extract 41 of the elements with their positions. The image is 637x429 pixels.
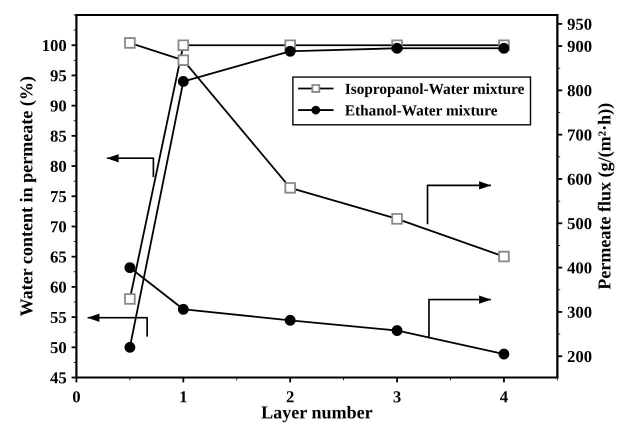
x-tick-label: 2 (286, 391, 294, 402)
y-axis-title: Water content in permeate (%) (20, 76, 36, 316)
y2-tick-label: 200 (568, 350, 592, 362)
point (392, 325, 402, 336)
point (498, 348, 510, 360)
point (392, 42, 402, 54)
y2-tick-label: 400 (567, 262, 592, 274)
y2-tick-label: 700 (568, 129, 592, 141)
point (284, 46, 296, 57)
y2-tick-label: 900 (568, 40, 592, 52)
legend-label: Isopropanol-Water mixture (345, 83, 524, 98)
y-tick-label: 95 (50, 70, 66, 82)
y-tick-label: 100 (43, 40, 66, 52)
x-tick-label: 3 (394, 391, 401, 402)
y-tick-label: 75 (51, 191, 66, 202)
y2-tick-label: 800 (568, 85, 592, 96)
y2-axis-title: Permeate flux (g/(m²·h)) (598, 104, 614, 290)
y2-tick-label: 950 (568, 18, 592, 30)
point (178, 76, 189, 87)
y2-tick-label: 500 (568, 218, 592, 230)
point (284, 314, 296, 326)
y-tick-label: 45 (50, 372, 66, 384)
x-tick-label: 1 (180, 391, 187, 402)
point (178, 304, 189, 315)
y-tick-label: 50 (50, 342, 66, 354)
y-tick-label: 60 (50, 282, 66, 293)
legend-label: Ethanol-Water mixture (345, 104, 498, 116)
y-tick-label: 70 (51, 221, 66, 232)
x-tick-label: 0 (72, 391, 80, 402)
x-tick-label: 4 (500, 391, 508, 402)
y-tick-label: 65 (50, 251, 66, 263)
point (124, 342, 136, 353)
y-tick-label: 90 (50, 100, 66, 112)
y2-tick-label: 600 (568, 174, 592, 185)
point (498, 42, 510, 54)
y-tick-label: 80 (50, 160, 66, 172)
x-axis-title: Layer number (261, 406, 372, 422)
point (124, 262, 136, 274)
y-tick-label: 85 (50, 130, 66, 142)
y-tick-label: 55 (50, 312, 66, 324)
y2-tick-label: 300 (568, 306, 592, 318)
